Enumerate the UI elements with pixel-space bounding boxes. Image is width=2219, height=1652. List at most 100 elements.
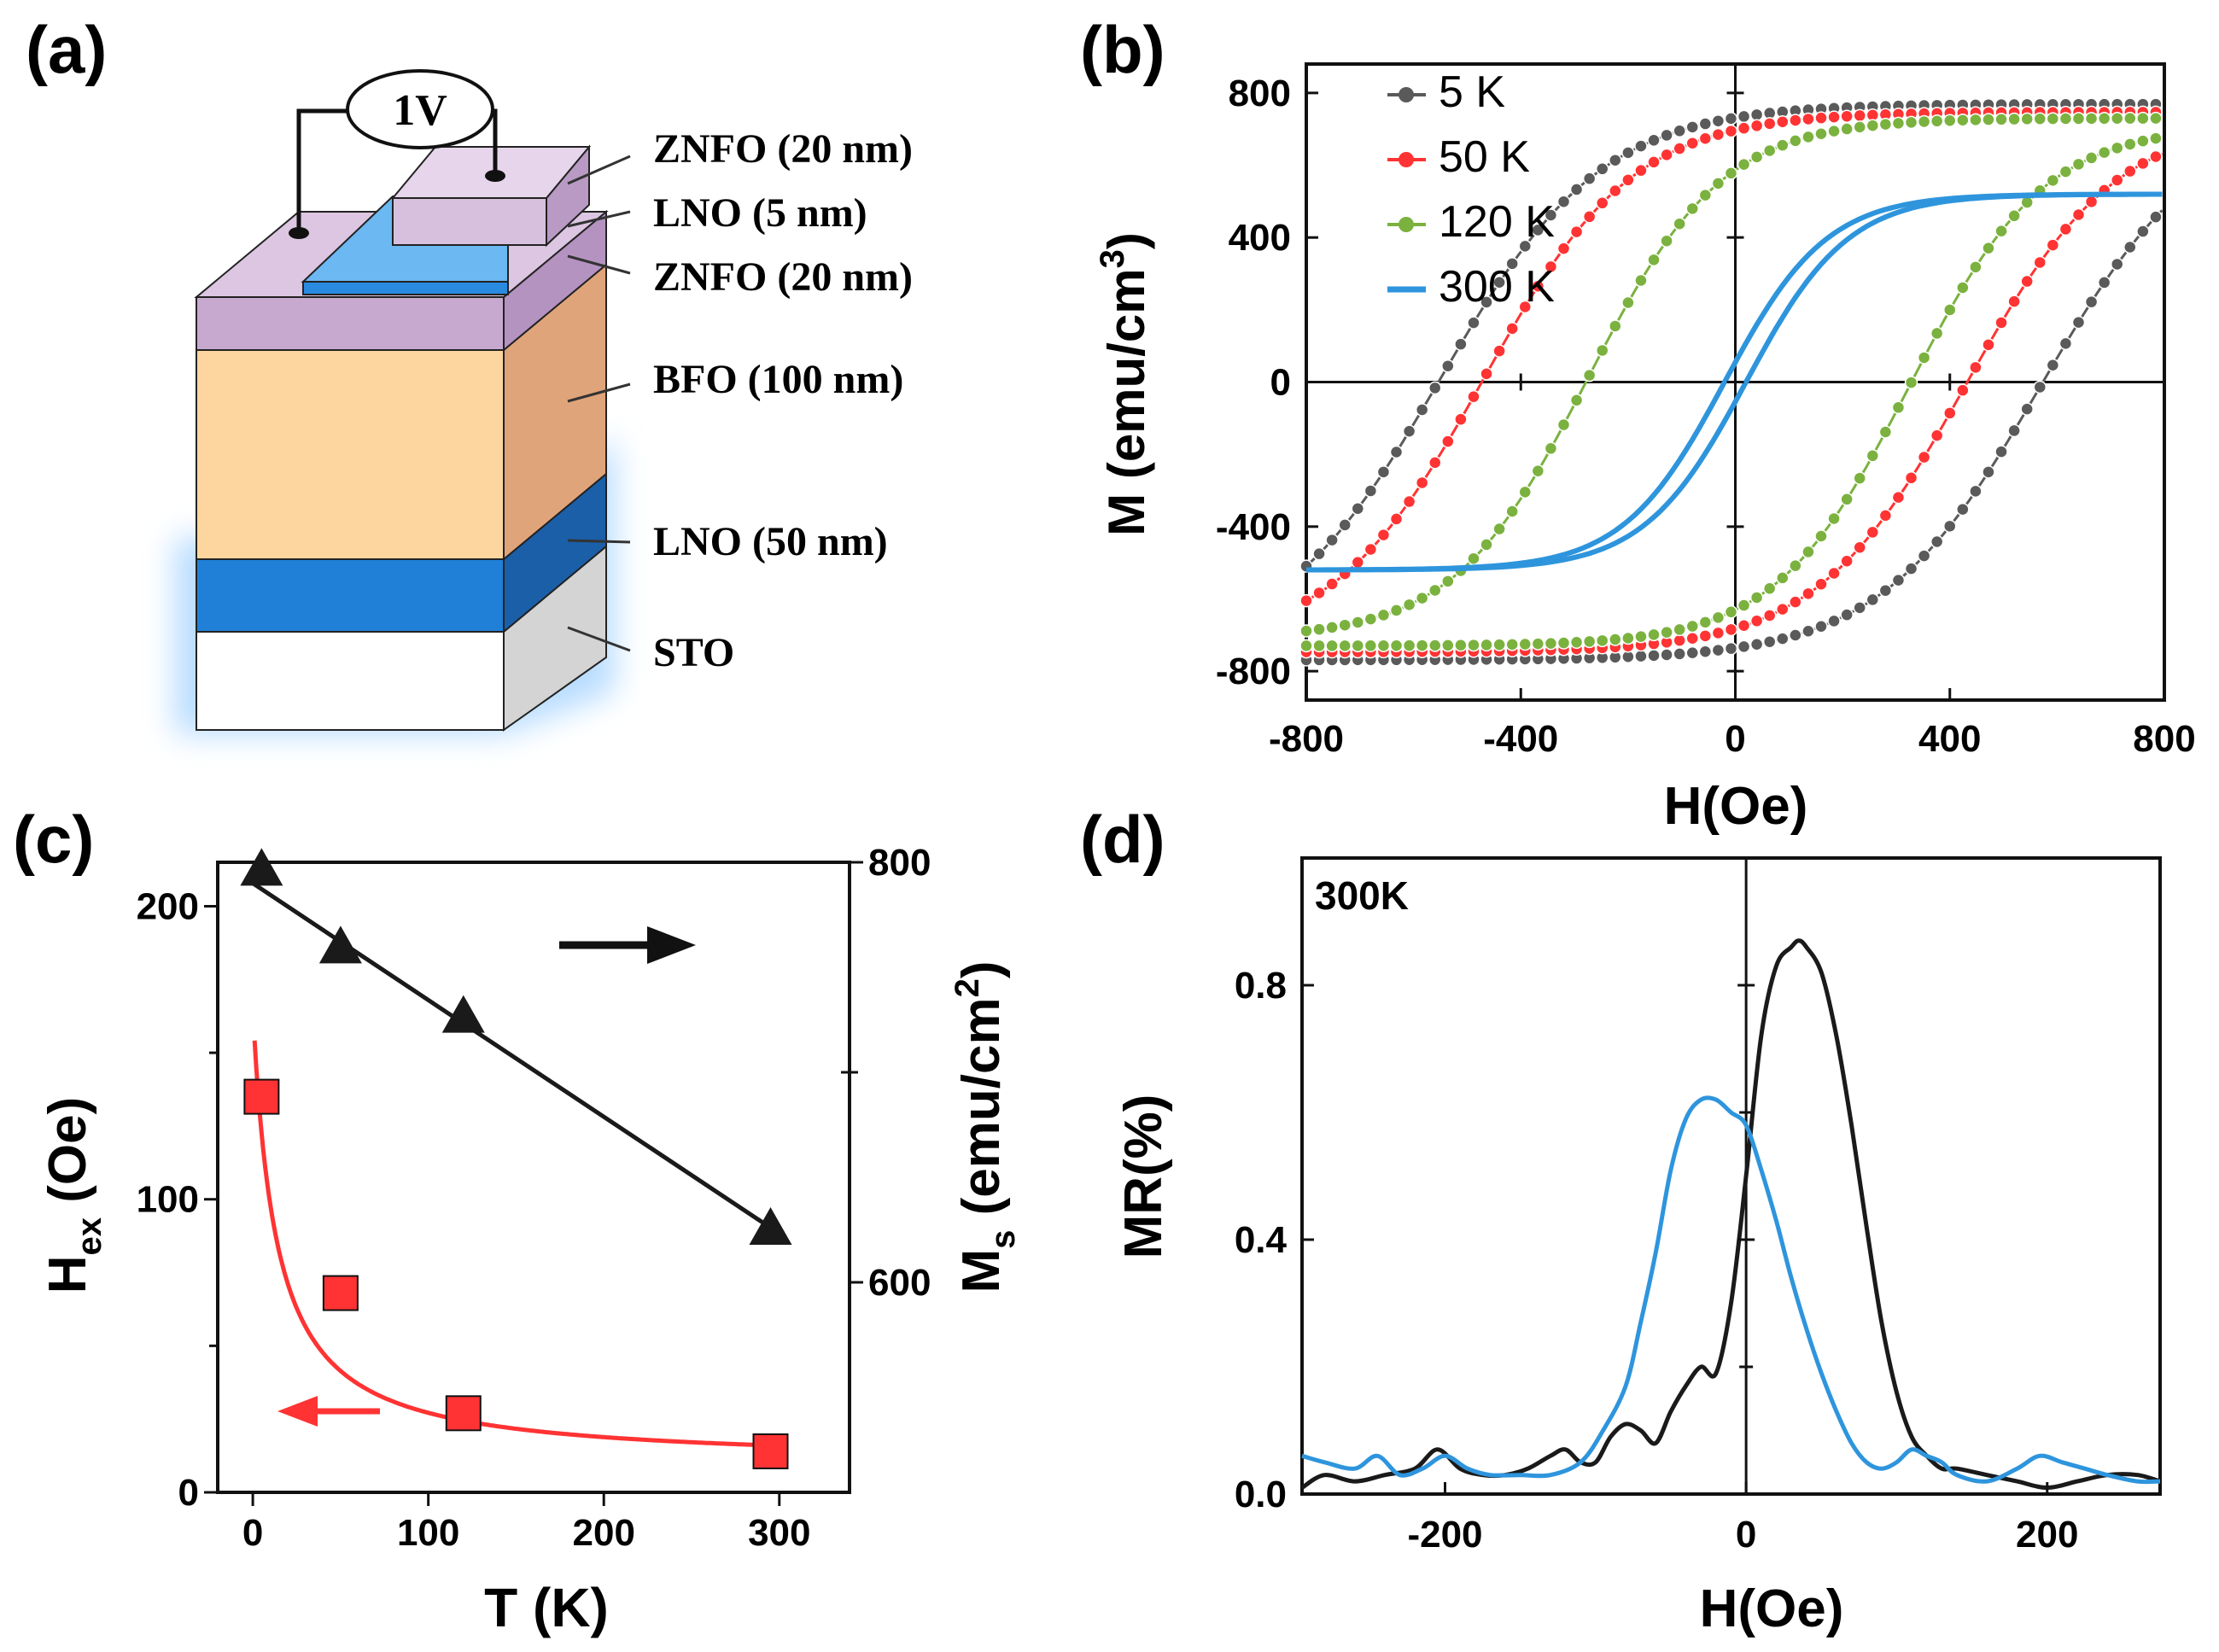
series-b-point bbox=[1685, 120, 1699, 134]
series-b-point bbox=[1801, 130, 1815, 144]
series-b-point bbox=[1878, 583, 1893, 598]
legend-label-b: 120 K bbox=[1439, 197, 1555, 247]
series-b-point bbox=[1724, 124, 1738, 138]
fit-curve-hex bbox=[252, 1040, 771, 1448]
ms-triangle-point bbox=[749, 1207, 792, 1246]
series-b-point bbox=[2136, 134, 2150, 148]
series-b-point bbox=[2084, 151, 2099, 165]
series-b-point bbox=[1866, 593, 1880, 607]
series-b-point bbox=[1582, 634, 1597, 649]
x-tick-label-d: -200 bbox=[1407, 1514, 1482, 1556]
series-b-point bbox=[2071, 315, 2086, 330]
series-b-2 bbox=[1299, 111, 2163, 653]
series-b-point bbox=[1325, 577, 1339, 591]
y-right-sub: s bbox=[984, 1230, 1022, 1249]
series-b-point bbox=[1428, 456, 1442, 470]
series-b-point bbox=[1698, 645, 1713, 659]
series-group-c bbox=[240, 848, 792, 1469]
leader-znfo-bottom bbox=[567, 254, 631, 275]
series-b-point bbox=[2046, 359, 2060, 372]
series-b-point bbox=[1299, 639, 1313, 653]
ticks-b: -800 -400 0 400 800 -800 -400 0 400 800 bbox=[1216, 73, 2196, 760]
series-b-point bbox=[1776, 632, 1790, 645]
panel-label-d: (d) bbox=[1080, 802, 1165, 877]
series-b-point bbox=[1518, 637, 1533, 651]
hex-square-point bbox=[243, 1078, 280, 1115]
ms-triangle-point bbox=[441, 995, 485, 1033]
series-b-point bbox=[1595, 196, 1609, 210]
y-right-end: (emu/cm bbox=[952, 997, 1011, 1229]
x-tick-label-b: 800 bbox=[2133, 718, 2195, 760]
device-schematic: 1V ZNFO (20 nm) LNO (5 nm) ZNFO (20 nm) … bbox=[175, 69, 913, 734]
y-axis-label-b: M (emu/cm3) bbox=[1094, 232, 1155, 536]
series-b-point bbox=[1415, 639, 1429, 652]
right-axis-arrow-icon bbox=[647, 926, 696, 964]
series-b-point bbox=[1673, 142, 1686, 155]
series-b-point bbox=[1904, 376, 1918, 389]
series-b-point bbox=[1389, 604, 1404, 617]
y-tick-label-b: 0 bbox=[1270, 362, 1291, 404]
panel-label-c: (c) bbox=[13, 802, 94, 877]
series-b-point bbox=[1544, 260, 1558, 274]
series-b-point bbox=[2097, 112, 2111, 126]
series-b-point bbox=[1956, 114, 1970, 127]
series-b-point bbox=[1814, 111, 1828, 125]
series-b-point bbox=[1647, 133, 1661, 148]
layer-label-znfo-top: ZNFO (20 nm) bbox=[653, 126, 913, 172]
series-b-point bbox=[1544, 636, 1558, 651]
znfo-top-block-front bbox=[392, 197, 547, 246]
series-b-point bbox=[2136, 111, 2150, 126]
series-b-point bbox=[1492, 275, 1506, 289]
series-b-point bbox=[1956, 502, 1970, 517]
series-b-point bbox=[1428, 639, 1442, 652]
series-b-point bbox=[1801, 112, 1815, 126]
y-tick-label-b: -800 bbox=[1216, 651, 1291, 692]
series-b-point bbox=[1943, 519, 1957, 534]
leader-lno-thin bbox=[567, 210, 631, 228]
series-b-point bbox=[1467, 638, 1480, 652]
series-b-point bbox=[1660, 625, 1673, 639]
y-axis-label-b-end: ) bbox=[1098, 232, 1155, 249]
series-b-point bbox=[2071, 207, 2086, 222]
series-b-point bbox=[2007, 423, 2021, 438]
series-b-point bbox=[1685, 201, 1699, 216]
series-b-point bbox=[1724, 605, 1738, 619]
series-b-point bbox=[1982, 241, 1995, 255]
series-b-point bbox=[2123, 111, 2137, 126]
series-b-point bbox=[1904, 562, 1918, 575]
znfo-bottom-layer-front bbox=[196, 296, 505, 351]
series-b-point bbox=[1801, 587, 1815, 601]
series-b-point bbox=[1762, 581, 1777, 596]
series-b-point bbox=[1544, 441, 1558, 456]
series-b-point bbox=[2110, 173, 2124, 187]
series-b-point bbox=[1556, 195, 1571, 208]
series-b-point bbox=[1389, 445, 1404, 459]
series-b-point bbox=[1737, 619, 1751, 633]
series-b-point bbox=[1698, 188, 1713, 202]
series-b-point bbox=[1415, 591, 1429, 605]
series-b-point bbox=[1647, 155, 1661, 169]
series-b-point bbox=[1749, 119, 1764, 133]
series-b-point bbox=[1480, 295, 1493, 309]
series-group-d bbox=[1300, 938, 2161, 1490]
series-b-point bbox=[1737, 639, 1751, 654]
y-left-sub: ex bbox=[71, 1217, 108, 1256]
series-b-point bbox=[1737, 121, 1751, 135]
y-right-main: M bbox=[952, 1249, 1011, 1293]
y-tick-label-c-left: 0 bbox=[178, 1472, 199, 1514]
series-b-point bbox=[1660, 234, 1673, 248]
series-b-point bbox=[1969, 113, 1983, 127]
series-b-point bbox=[1595, 343, 1609, 358]
x-tick-label-c: 300 bbox=[748, 1512, 810, 1554]
series-b-point bbox=[1518, 485, 1533, 499]
series-b-point bbox=[1762, 609, 1777, 622]
series-b-point bbox=[1647, 628, 1661, 642]
lno-bottom-layer-front bbox=[196, 558, 505, 633]
series-b-point bbox=[1441, 359, 1455, 373]
series-b-point bbox=[1685, 619, 1699, 633]
y-tick-label-d: 0.8 bbox=[1235, 965, 1287, 1007]
series-b-point bbox=[1467, 316, 1480, 330]
wire-left bbox=[296, 108, 350, 232]
series-b-point bbox=[1904, 115, 1918, 130]
